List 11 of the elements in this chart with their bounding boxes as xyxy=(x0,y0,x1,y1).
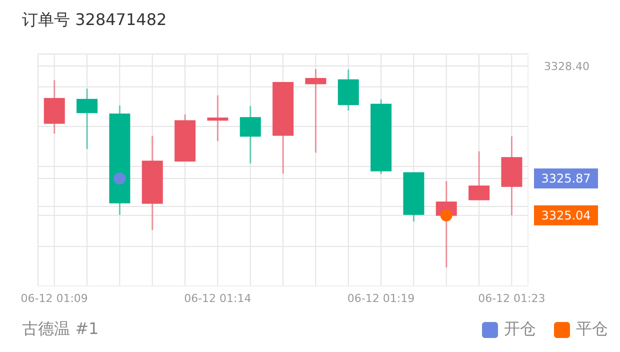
y-tick-label: 3325.87 xyxy=(541,171,591,186)
x-tick-label: 06-12 01:23 xyxy=(478,292,546,305)
x-tick-label: 06-12 01:19 xyxy=(347,292,415,305)
legend-label: 开仓 xyxy=(503,319,536,340)
text: 古德温 #1 xyxy=(22,319,99,340)
legend-label: 平仓 xyxy=(575,319,608,340)
x-tick-label: 06-12 01:14 xyxy=(184,292,252,305)
chart-title: 订单号 328471482 xyxy=(22,10,167,31)
x-tick-label: 06-12 01:09 xyxy=(20,292,88,305)
y-tick-label: 3328.40 xyxy=(544,60,590,73)
y-tick-label: 3325.04 xyxy=(541,208,591,222)
